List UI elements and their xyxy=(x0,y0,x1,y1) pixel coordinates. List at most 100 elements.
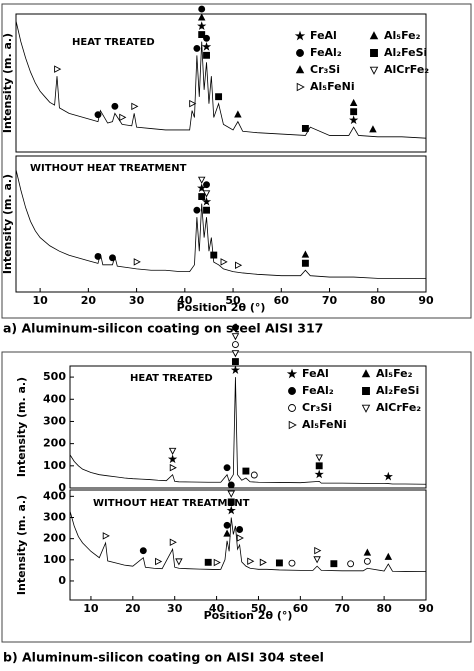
phase-symbol xyxy=(139,547,147,555)
caption-a: a) Aluminum-silicon coating on steel AIS… xyxy=(3,321,323,336)
phase-symbol xyxy=(94,252,102,260)
phase-symbol xyxy=(193,44,201,52)
y-tick-label: 400 xyxy=(43,489,66,502)
y-tick-label: 100 xyxy=(43,553,66,566)
phase-symbol xyxy=(189,99,197,108)
phase-symbol xyxy=(301,250,310,258)
phase-symbol xyxy=(315,462,323,470)
phase-symbol xyxy=(361,369,371,378)
y-tick-label: 300 xyxy=(43,511,66,524)
phase-symbol xyxy=(349,115,359,125)
legend-label: FeAl₂ xyxy=(302,384,334,397)
phase-symbol xyxy=(197,21,207,31)
phase-symbol xyxy=(231,358,239,366)
legend-label: FeAl xyxy=(310,29,337,42)
phase-symbol xyxy=(236,526,244,533)
x-tick-label: 50 xyxy=(225,294,241,307)
phase-symbol xyxy=(198,193,206,201)
xrd-trace xyxy=(69,511,427,573)
phase-symbol xyxy=(235,261,243,270)
phase-symbol xyxy=(201,41,212,51)
phase-symbol xyxy=(227,498,235,506)
x-tick-label: 60 xyxy=(274,294,290,307)
phase-symbol xyxy=(227,481,235,489)
phase-symbol xyxy=(384,552,393,560)
phase-symbol xyxy=(119,113,127,122)
phase-symbol xyxy=(169,538,177,546)
phase-symbol xyxy=(313,556,321,564)
x-tick-label: 10 xyxy=(32,294,48,307)
phase-symbol xyxy=(155,557,163,566)
phase-symbol xyxy=(102,532,110,540)
plot-frame xyxy=(69,489,427,601)
phase-symbol xyxy=(363,557,371,565)
phase-symbol xyxy=(231,350,240,358)
y-axis-label: Intensity (m. a.) xyxy=(15,495,28,595)
phase-symbol xyxy=(288,404,296,412)
legend-label: Al₂FeSi xyxy=(376,384,419,397)
x-tick-label: 80 xyxy=(370,294,386,307)
xrd-trace xyxy=(69,377,427,485)
xrd-trace xyxy=(15,20,427,139)
phase-symbol xyxy=(315,454,323,462)
phase-symbol xyxy=(370,49,378,57)
legend-label: FeAl xyxy=(302,367,329,380)
y-tick-label: 200 xyxy=(43,532,66,545)
phase-symbol xyxy=(223,529,231,537)
phase-symbol xyxy=(223,464,231,472)
phase-symbol xyxy=(363,548,372,556)
phase-symbol xyxy=(296,82,305,92)
y-axis-label: Intensity (m. a.) xyxy=(1,174,14,274)
phase-symbol xyxy=(231,341,239,349)
phase-symbol xyxy=(203,51,210,59)
phase-symbol xyxy=(109,254,116,262)
plot-frame xyxy=(15,155,427,293)
phase-symbol xyxy=(94,111,102,119)
phase-symbol xyxy=(350,108,358,116)
phase-symbol xyxy=(369,31,379,40)
phase-symbol xyxy=(296,49,304,57)
phase-symbol xyxy=(54,65,62,73)
plot-frame xyxy=(69,365,427,489)
phase-symbol xyxy=(330,560,338,568)
x-axis-label: Position 2θ (°) xyxy=(177,301,266,314)
phase-symbol xyxy=(169,463,177,472)
phase-symbol xyxy=(259,558,267,567)
phase-symbol xyxy=(314,469,324,479)
legend-label: AlCrFe₂ xyxy=(376,401,421,414)
legend-label: Cr₃Si xyxy=(310,63,340,76)
x-tick-label: 80 xyxy=(376,602,392,615)
x-tick-label: 40 xyxy=(177,294,193,307)
phase-symbol xyxy=(369,125,377,133)
phase-symbol xyxy=(230,365,241,375)
phase-symbol xyxy=(168,447,177,455)
y-axis-label: Intensity (m. a.) xyxy=(15,377,28,477)
phase-symbol xyxy=(383,471,393,481)
annotation: HEAT TREATED xyxy=(72,37,155,48)
phase-symbol xyxy=(361,404,371,413)
x-tick-label: 20 xyxy=(81,294,97,307)
x-tick-label: 70 xyxy=(322,294,338,307)
y-tick-label: 0 xyxy=(58,481,66,494)
x-tick-label: 30 xyxy=(167,602,183,615)
phase-symbol xyxy=(204,558,212,566)
phase-symbol xyxy=(210,251,218,259)
y-tick-label: 300 xyxy=(43,414,66,427)
x-tick-label: 70 xyxy=(335,602,351,615)
phase-symbol xyxy=(288,387,296,395)
y-tick-label: 0 xyxy=(58,574,66,587)
phase-symbol xyxy=(234,110,242,118)
annotation: HEAT TREATED xyxy=(130,373,213,384)
phase-symbol xyxy=(247,557,255,566)
y-tick-label: 500 xyxy=(43,370,66,383)
caption-b: b) Aluminum-silicon coating on AISI 304 … xyxy=(3,650,324,665)
phase-symbol xyxy=(231,333,240,341)
phase-symbol xyxy=(111,102,119,110)
y-axis-label: Intensity (m. a.) xyxy=(1,33,14,133)
phase-symbol xyxy=(175,558,183,566)
x-tick-label: 40 xyxy=(209,602,225,615)
legend-label: Al₅FeNi xyxy=(310,80,355,93)
phase-symbol xyxy=(226,505,236,515)
phase-symbol xyxy=(203,34,210,42)
